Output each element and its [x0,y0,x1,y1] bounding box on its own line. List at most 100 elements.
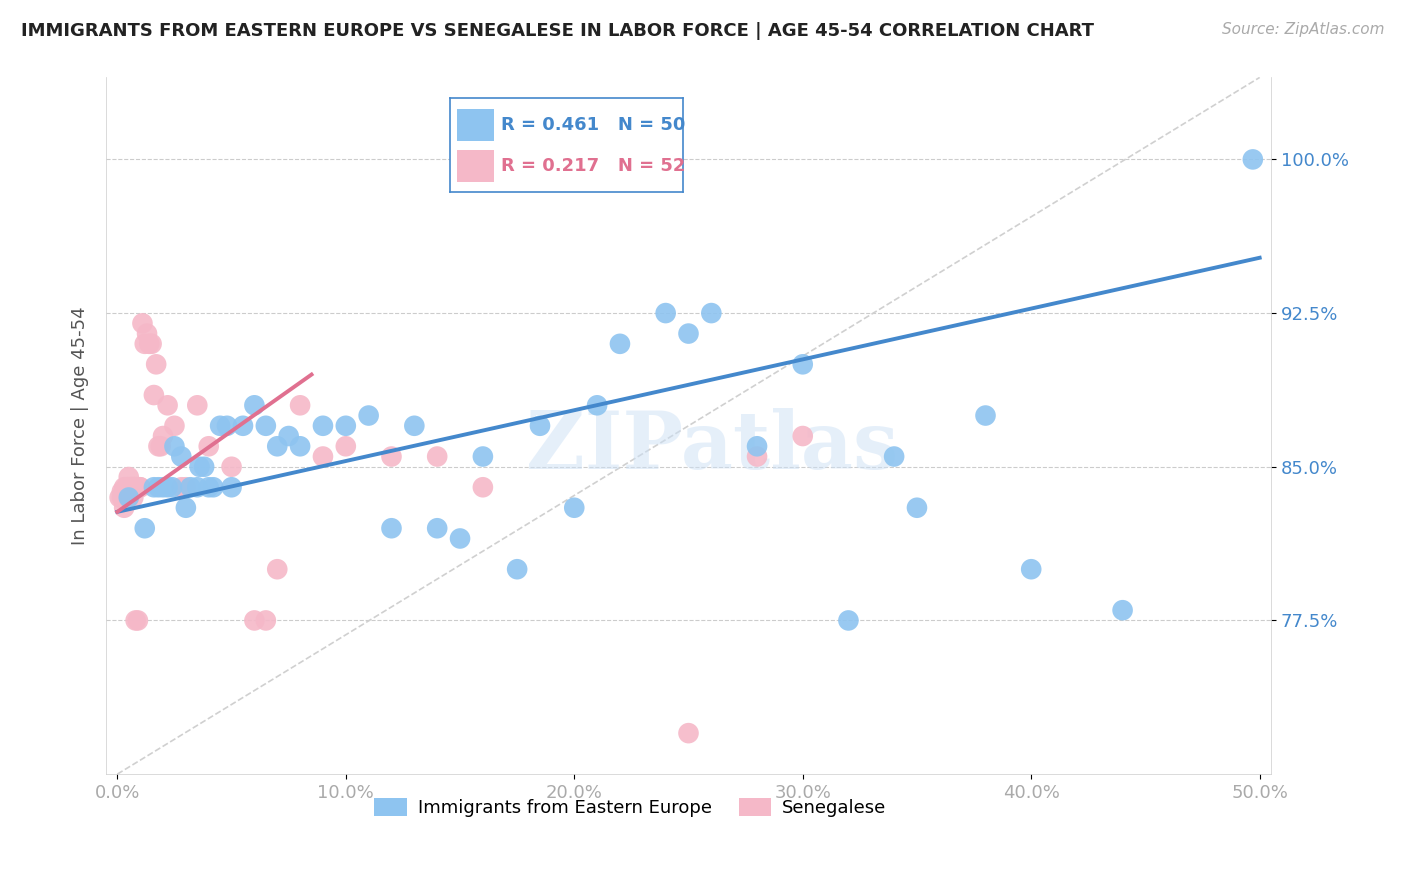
Point [404,418,426,433]
Point [170,480,193,494]
Point [112,500,135,515]
Point [883,450,905,464]
Point [156,398,179,412]
Legend: Immigrants from Eastern Europe, Senegalese: Immigrants from Eastern Europe, Senegale… [367,790,893,824]
Point [266,439,288,453]
Point [122,480,145,494]
Point [1111,603,1133,617]
Point [131,316,153,330]
Point [215,418,238,433]
Point [745,450,768,464]
Point [654,306,676,320]
Point [148,480,170,494]
Point [700,306,723,320]
Point [243,398,266,412]
Point [111,491,134,505]
Point [380,450,402,464]
Point [193,459,215,474]
Point [426,521,449,535]
Point [288,398,311,412]
Point [312,450,335,464]
Point [115,480,138,494]
Point [792,357,814,371]
Point [134,336,156,351]
Point [232,418,254,433]
Point [792,429,814,443]
Point [562,500,585,515]
Point [120,480,142,494]
Point [141,336,163,351]
Point [163,439,186,453]
Y-axis label: In Labor Force | Age 45-54: In Labor Force | Age 45-54 [72,307,89,545]
Point [163,418,186,433]
Point [288,439,311,453]
Point [118,491,141,505]
Point [138,336,160,351]
Point [179,480,201,494]
Point [1241,153,1264,167]
Point [449,532,471,546]
Point [156,480,179,494]
Point [197,480,219,494]
Point [277,429,299,443]
Text: IMMIGRANTS FROM EASTERN EUROPE VS SENEGALESE IN LABOR FORCE | AGE 45-54 CORRELAT: IMMIGRANTS FROM EASTERN EUROPE VS SENEGA… [21,22,1094,40]
Point [127,614,149,628]
Point [174,500,197,515]
Point [529,418,551,433]
Point [380,521,402,535]
Point [129,480,152,494]
Point [974,409,997,423]
Point [108,491,131,505]
Point [142,388,165,402]
Point [471,480,494,494]
Point [837,614,859,628]
Point [152,429,174,443]
Point [134,521,156,535]
Point [115,480,138,494]
Point [124,480,146,494]
Point [112,480,135,494]
Point [188,459,211,474]
Point [127,480,149,494]
Point [148,439,170,453]
Point [221,459,243,474]
Point [357,409,380,423]
Point [586,398,609,412]
Point [678,326,700,341]
Point [170,450,193,464]
Point [202,480,225,494]
Point [186,480,208,494]
Text: Source: ZipAtlas.com: Source: ZipAtlas.com [1222,22,1385,37]
Point [111,484,134,499]
Point [209,418,232,433]
Point [905,500,928,515]
Point [149,439,172,453]
Point [152,480,174,494]
Point [112,491,135,505]
Point [115,484,138,499]
Point [118,491,141,505]
Point [197,439,219,453]
Point [145,357,167,371]
Point [335,439,357,453]
Point [678,726,700,740]
Point [506,562,529,576]
Point [174,480,197,494]
Point [129,480,152,494]
Point [186,398,208,412]
Point [471,450,494,464]
Point [221,480,243,494]
Point [136,326,159,341]
Point [1019,562,1042,576]
Point [122,480,145,494]
Point [160,480,183,494]
Point [124,614,146,628]
Point [426,450,449,464]
Point [335,418,357,433]
Point [254,418,277,433]
Point [254,614,277,628]
Point [266,562,288,576]
Point [122,491,145,505]
Point [118,480,141,494]
Point [745,439,768,453]
